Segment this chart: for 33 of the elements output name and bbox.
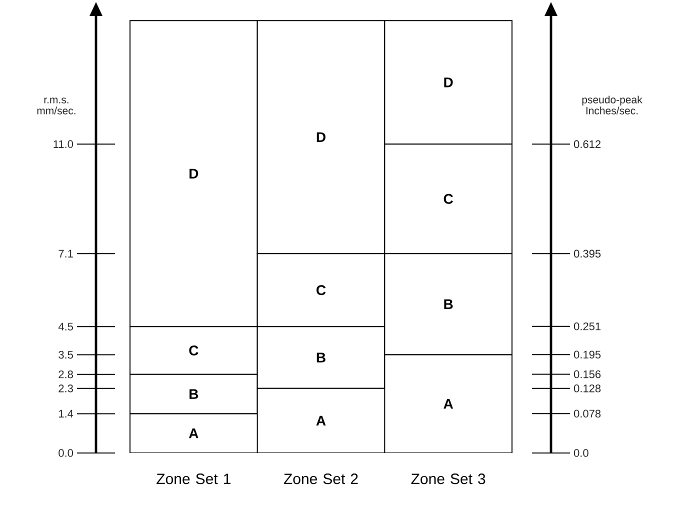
y2-tick-label: 0.251 [574, 322, 601, 330]
x-tick-label: Zone Set 2 [284, 474, 358, 484]
y-axis-title: r.m.s. mm/sec. [37, 98, 76, 114]
y-tick-label: 7.1 [58, 250, 73, 258]
y-tick-label: 11.0 [54, 140, 74, 148]
text: C [444, 194, 453, 204]
y2-tick-label: 0.0 [574, 449, 588, 457]
series-label: D [444, 78, 453, 88]
text: C [316, 285, 326, 296]
y2-tick-label: 0.128 [574, 384, 601, 392]
text: D [316, 132, 326, 142]
y-tick-label: 2.3 [58, 384, 73, 392]
text: A [444, 399, 454, 409]
y-tick-label: 4.5 [58, 322, 73, 330]
series-label: C [189, 346, 198, 356]
x-tick-label: Zone Set 1 [156, 474, 230, 484]
text: A [316, 416, 326, 426]
y2-tick-label: 0.612 [574, 140, 601, 148]
text: B [316, 352, 326, 362]
y-tick-label: 3.5 [58, 350, 73, 359]
text: B [444, 299, 453, 310]
y-tick-label: 1.4 [59, 410, 74, 418]
series-label: A [188, 428, 198, 438]
y-tick-label: 2.8 [58, 370, 73, 378]
y-tick-label: 0.0 [58, 449, 74, 457]
y2-tick-label: 0.395 [574, 250, 601, 258]
x-tick-label: Zone Set 3 [411, 474, 486, 484]
series-label: B [190, 389, 198, 399]
y2-tick-label: 0.156 [574, 370, 601, 378]
y2-tick-label: 0.078 [574, 410, 601, 418]
y2-axis-title: pseudo-peak Inches/sec. [582, 96, 642, 114]
y2-tick-label: 0.195 [574, 350, 601, 358]
text: D [190, 168, 198, 178]
